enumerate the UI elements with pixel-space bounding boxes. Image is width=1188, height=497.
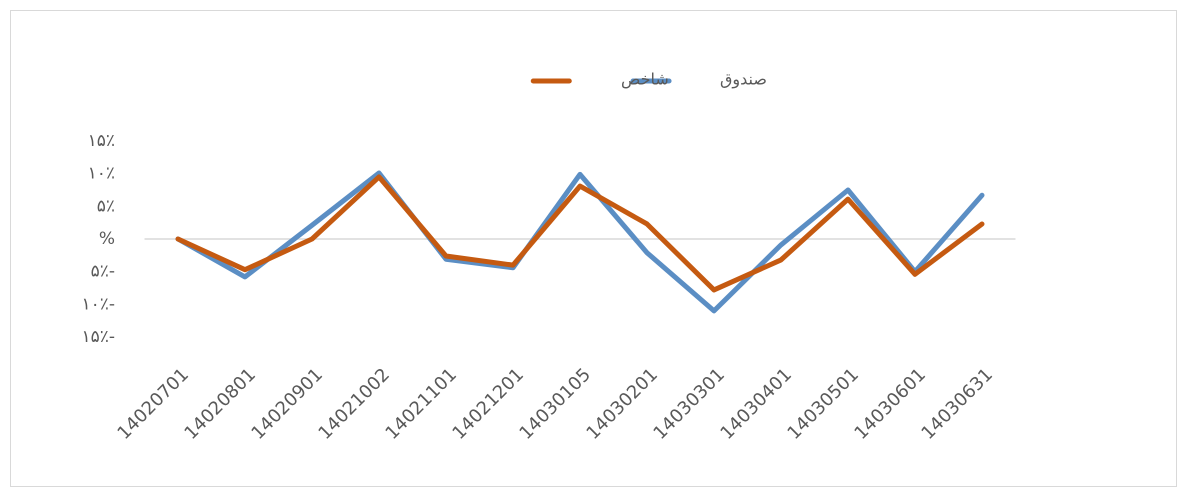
- y-tick-label: ۵٪: [97, 196, 115, 216]
- series-line: [175, 174, 985, 293]
- y-tick-label: ۱۰٪: [88, 164, 115, 184]
- legend-label: شاخص: [621, 70, 669, 90]
- y-tick-label: ۱۵٪: [88, 131, 115, 151]
- y-tick-label: ۱۰٪-: [81, 294, 115, 314]
- chart-border: [10, 10, 1177, 487]
- y-tick-label: ۱۵٪-: [81, 327, 115, 347]
- y-tick-label: %: [99, 229, 115, 249]
- series-line: [175, 170, 985, 314]
- y-tick-label: ۵٪-: [91, 262, 115, 282]
- legend-label: صندوق: [720, 70, 767, 90]
